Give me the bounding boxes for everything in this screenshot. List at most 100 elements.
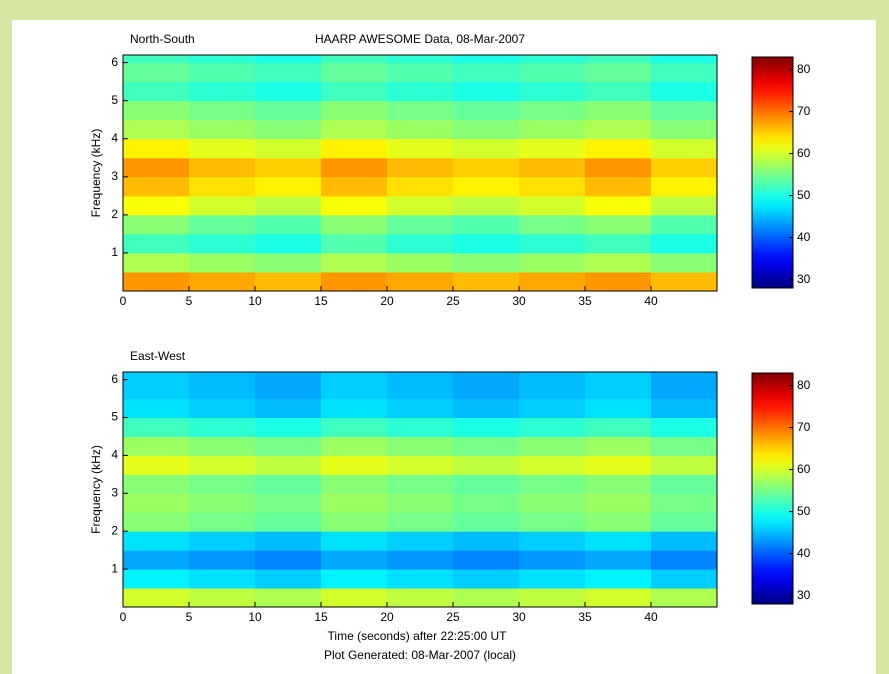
heatmap-cell — [651, 398, 718, 418]
x-tick-label: 30 — [512, 294, 526, 308]
y-tick-label: 1 — [111, 561, 118, 575]
heatmap-cell — [519, 372, 586, 381]
heatmap-cell — [585, 62, 652, 83]
x-tick-label: 5 — [186, 610, 193, 624]
heatmap-cell — [255, 55, 322, 64]
x-tick-label: 10 — [248, 294, 262, 308]
heatmap-cell — [189, 55, 256, 64]
heatmap-cell — [651, 379, 718, 400]
heatmap-cell — [519, 271, 586, 292]
chart-title: North-South — [130, 32, 195, 46]
colorbar-tick-label: 80 — [797, 378, 811, 392]
heatmap-cell — [189, 550, 256, 570]
heatmap-cell — [651, 100, 718, 121]
heatmap-cell — [387, 474, 454, 494]
heatmap-cell — [321, 569, 388, 589]
heatmap-cell — [519, 493, 586, 513]
heatmap-cell — [123, 100, 190, 121]
heatmap-cell — [453, 252, 520, 273]
heatmap-cell — [123, 55, 190, 64]
heatmap-cell — [189, 252, 256, 273]
heatmap-cell — [585, 493, 652, 513]
y-axis-label: Frequency (kHz) — [89, 445, 103, 534]
y-axis-label: Frequency (kHz) — [89, 129, 103, 218]
heatmap-cell — [189, 379, 256, 400]
heatmap-cell — [519, 588, 586, 608]
heatmap-cell — [453, 157, 520, 178]
heatmap-cell — [453, 531, 520, 551]
heatmap-cell — [321, 157, 388, 178]
x-tick-label: 20 — [380, 610, 394, 624]
x-axis-label: Time (seconds) after 22:25:00 UT — [328, 629, 508, 643]
heatmap-cell — [585, 233, 652, 254]
heatmap-cell — [321, 62, 388, 83]
heatmap-cell — [585, 588, 652, 608]
heatmap-cell — [255, 569, 322, 589]
heatmap-cell — [255, 119, 322, 140]
heatmap-cell — [321, 493, 388, 513]
heatmap-cell — [453, 512, 520, 532]
heatmap-cell — [123, 157, 190, 178]
heatmap-cell — [519, 119, 586, 140]
heatmap-cell — [321, 271, 388, 292]
heatmap-cell — [321, 531, 388, 551]
heatmap-cell — [387, 417, 454, 437]
heatmap-cell — [585, 81, 652, 102]
colorbar-tick-label: 80 — [797, 62, 811, 76]
heatmap-cell — [123, 588, 190, 608]
heatmap-cell — [651, 531, 718, 551]
heatmap-cell — [387, 379, 454, 400]
colorbar-tick-label: 60 — [797, 146, 811, 160]
colorbar-tick-label: 50 — [797, 504, 811, 518]
heatmap-cell — [585, 119, 652, 140]
heatmap-cell — [255, 455, 322, 475]
heatmap-cell — [519, 398, 586, 418]
heatmap-cell — [519, 455, 586, 475]
y-tick-label: 4 — [111, 131, 118, 145]
heatmap-cell — [387, 62, 454, 83]
heatmap-cell — [387, 588, 454, 608]
heatmap-cell — [387, 512, 454, 532]
heatmap-cell — [585, 271, 652, 292]
x-tick-label: 5 — [186, 294, 193, 308]
heatmap-cell — [651, 214, 718, 235]
heatmap-cell — [123, 138, 190, 159]
heatmap-cell — [453, 195, 520, 216]
heatmap-cell — [519, 233, 586, 254]
heatmap-cell — [519, 62, 586, 83]
heatmap-cell — [255, 81, 322, 102]
colorbar — [751, 56, 794, 289]
heatmap-cell — [387, 138, 454, 159]
heatmap-cell — [453, 100, 520, 121]
heatmap-cell — [651, 157, 718, 178]
heatmap-cell — [387, 550, 454, 570]
heatmap-cell — [519, 195, 586, 216]
heatmap-cell — [453, 62, 520, 83]
heatmap-cell — [321, 379, 388, 400]
heatmap-cell — [651, 569, 718, 589]
heatmap-cell — [387, 214, 454, 235]
heatmap-cell — [519, 100, 586, 121]
heatmap-cell — [585, 550, 652, 570]
heatmap-cell — [585, 398, 652, 418]
heatmap-cell — [453, 474, 520, 494]
heatmap-cell — [189, 588, 256, 608]
heatmap-cell — [123, 119, 190, 140]
heatmap-cell — [651, 372, 718, 381]
heatmap-cell — [585, 379, 652, 400]
heatmap-cell — [255, 157, 322, 178]
heatmap-cell — [453, 176, 520, 197]
heatmap-cell — [189, 436, 256, 456]
heatmap-cell — [453, 417, 520, 437]
colorbar-tick-label: 40 — [797, 230, 811, 244]
heatmap-cell — [189, 372, 256, 381]
footer: Plot Generated: 08-Mar-2007 (local) — [324, 648, 516, 662]
heatmap-cell — [123, 214, 190, 235]
heatmap-cell — [387, 233, 454, 254]
heatmap-cell — [651, 474, 718, 494]
heatmap-cell — [321, 195, 388, 216]
heatmap-cell — [321, 252, 388, 273]
heatmap-cell — [585, 474, 652, 494]
heatmap-cell — [585, 55, 652, 64]
